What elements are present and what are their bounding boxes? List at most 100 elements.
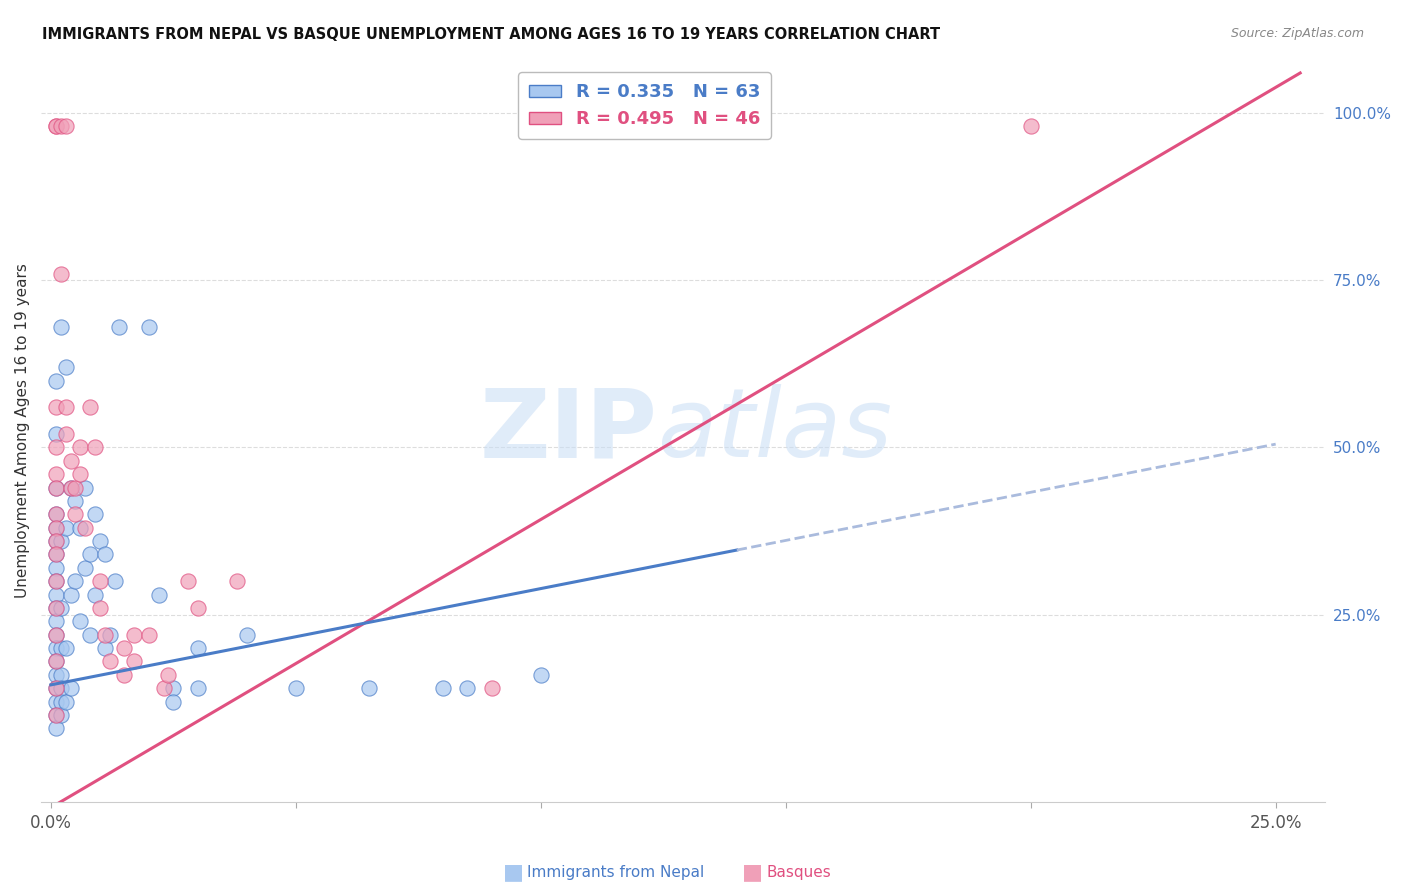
Point bbox=[236, 628, 259, 642]
Point bbox=[98, 628, 121, 642]
Point bbox=[79, 628, 101, 642]
Point bbox=[69, 441, 91, 455]
Point bbox=[45, 574, 67, 589]
Point bbox=[530, 668, 553, 682]
Point bbox=[49, 681, 72, 696]
Legend: R = 0.335   N = 63, R = 0.495   N = 46: R = 0.335 N = 63, R = 0.495 N = 46 bbox=[517, 72, 770, 139]
Point bbox=[94, 628, 117, 642]
Point bbox=[481, 681, 503, 696]
Point bbox=[45, 601, 67, 615]
Point bbox=[84, 588, 107, 602]
Point bbox=[45, 120, 67, 134]
Point bbox=[177, 574, 200, 589]
Point bbox=[187, 681, 209, 696]
Point bbox=[55, 695, 77, 709]
Point bbox=[45, 628, 67, 642]
Text: IMMIGRANTS FROM NEPAL VS BASQUE UNEMPLOYMENT AMONG AGES 16 TO 19 YEARS CORRELATI: IMMIGRANTS FROM NEPAL VS BASQUE UNEMPLOY… bbox=[42, 27, 941, 42]
Point bbox=[226, 574, 249, 589]
Point bbox=[45, 427, 67, 442]
Point bbox=[49, 668, 72, 682]
Point bbox=[45, 695, 67, 709]
Point bbox=[45, 655, 67, 669]
Point bbox=[45, 574, 67, 589]
Point bbox=[112, 668, 135, 682]
Text: Source: ZipAtlas.com: Source: ZipAtlas.com bbox=[1230, 27, 1364, 40]
Point bbox=[55, 521, 77, 535]
Text: Basques: Basques bbox=[766, 865, 831, 880]
Point bbox=[138, 628, 160, 642]
Point bbox=[79, 401, 101, 415]
Point bbox=[45, 467, 67, 482]
Point bbox=[84, 508, 107, 522]
Point bbox=[45, 708, 67, 723]
Point bbox=[59, 681, 82, 696]
Point bbox=[75, 481, 97, 495]
Point bbox=[59, 588, 82, 602]
Point bbox=[49, 320, 72, 334]
Point bbox=[45, 374, 67, 388]
Point bbox=[45, 561, 67, 575]
Point bbox=[45, 722, 67, 736]
Point bbox=[65, 508, 87, 522]
Point bbox=[112, 641, 135, 656]
Point bbox=[65, 481, 87, 495]
Point bbox=[79, 548, 101, 562]
Point bbox=[187, 601, 209, 615]
Y-axis label: Unemployment Among Ages 16 to 19 years: Unemployment Among Ages 16 to 19 years bbox=[15, 263, 30, 599]
Point bbox=[45, 534, 67, 549]
Point bbox=[49, 601, 72, 615]
Text: ZIP: ZIP bbox=[479, 384, 657, 477]
Point bbox=[45, 548, 67, 562]
Point bbox=[59, 481, 82, 495]
Point bbox=[69, 615, 91, 629]
Point bbox=[55, 360, 77, 375]
Point bbox=[69, 467, 91, 482]
Point bbox=[65, 494, 87, 508]
Point bbox=[89, 574, 111, 589]
Point bbox=[89, 534, 111, 549]
Point bbox=[45, 508, 67, 522]
Point bbox=[45, 708, 67, 723]
Point bbox=[104, 574, 127, 589]
Point bbox=[49, 267, 72, 281]
Point bbox=[359, 681, 381, 696]
Point bbox=[45, 481, 67, 495]
Point bbox=[108, 320, 131, 334]
Point bbox=[55, 641, 77, 656]
Text: ■: ■ bbox=[742, 863, 762, 882]
Point bbox=[45, 521, 67, 535]
Point bbox=[148, 588, 170, 602]
Point bbox=[45, 668, 67, 682]
Point bbox=[45, 401, 67, 415]
Point bbox=[45, 521, 67, 535]
Point bbox=[45, 628, 67, 642]
Point bbox=[49, 695, 72, 709]
Point bbox=[45, 548, 67, 562]
Point bbox=[122, 655, 145, 669]
Point bbox=[89, 601, 111, 615]
Point bbox=[94, 641, 117, 656]
Point bbox=[162, 695, 184, 709]
Point bbox=[45, 534, 67, 549]
Point bbox=[49, 708, 72, 723]
Point bbox=[69, 521, 91, 535]
Point bbox=[98, 655, 121, 669]
Point bbox=[45, 601, 67, 615]
Point bbox=[157, 668, 180, 682]
Point bbox=[49, 534, 72, 549]
Point bbox=[45, 681, 67, 696]
Point bbox=[65, 574, 87, 589]
Point bbox=[45, 588, 67, 602]
Point bbox=[75, 561, 97, 575]
Point bbox=[75, 521, 97, 535]
Point bbox=[45, 441, 67, 455]
Point bbox=[55, 120, 77, 134]
Point bbox=[138, 320, 160, 334]
Point bbox=[59, 454, 82, 468]
Point bbox=[45, 615, 67, 629]
Text: Immigrants from Nepal: Immigrants from Nepal bbox=[527, 865, 704, 880]
Text: atlas: atlas bbox=[657, 384, 893, 477]
Point bbox=[45, 120, 67, 134]
Point bbox=[187, 641, 209, 656]
Point bbox=[152, 681, 174, 696]
